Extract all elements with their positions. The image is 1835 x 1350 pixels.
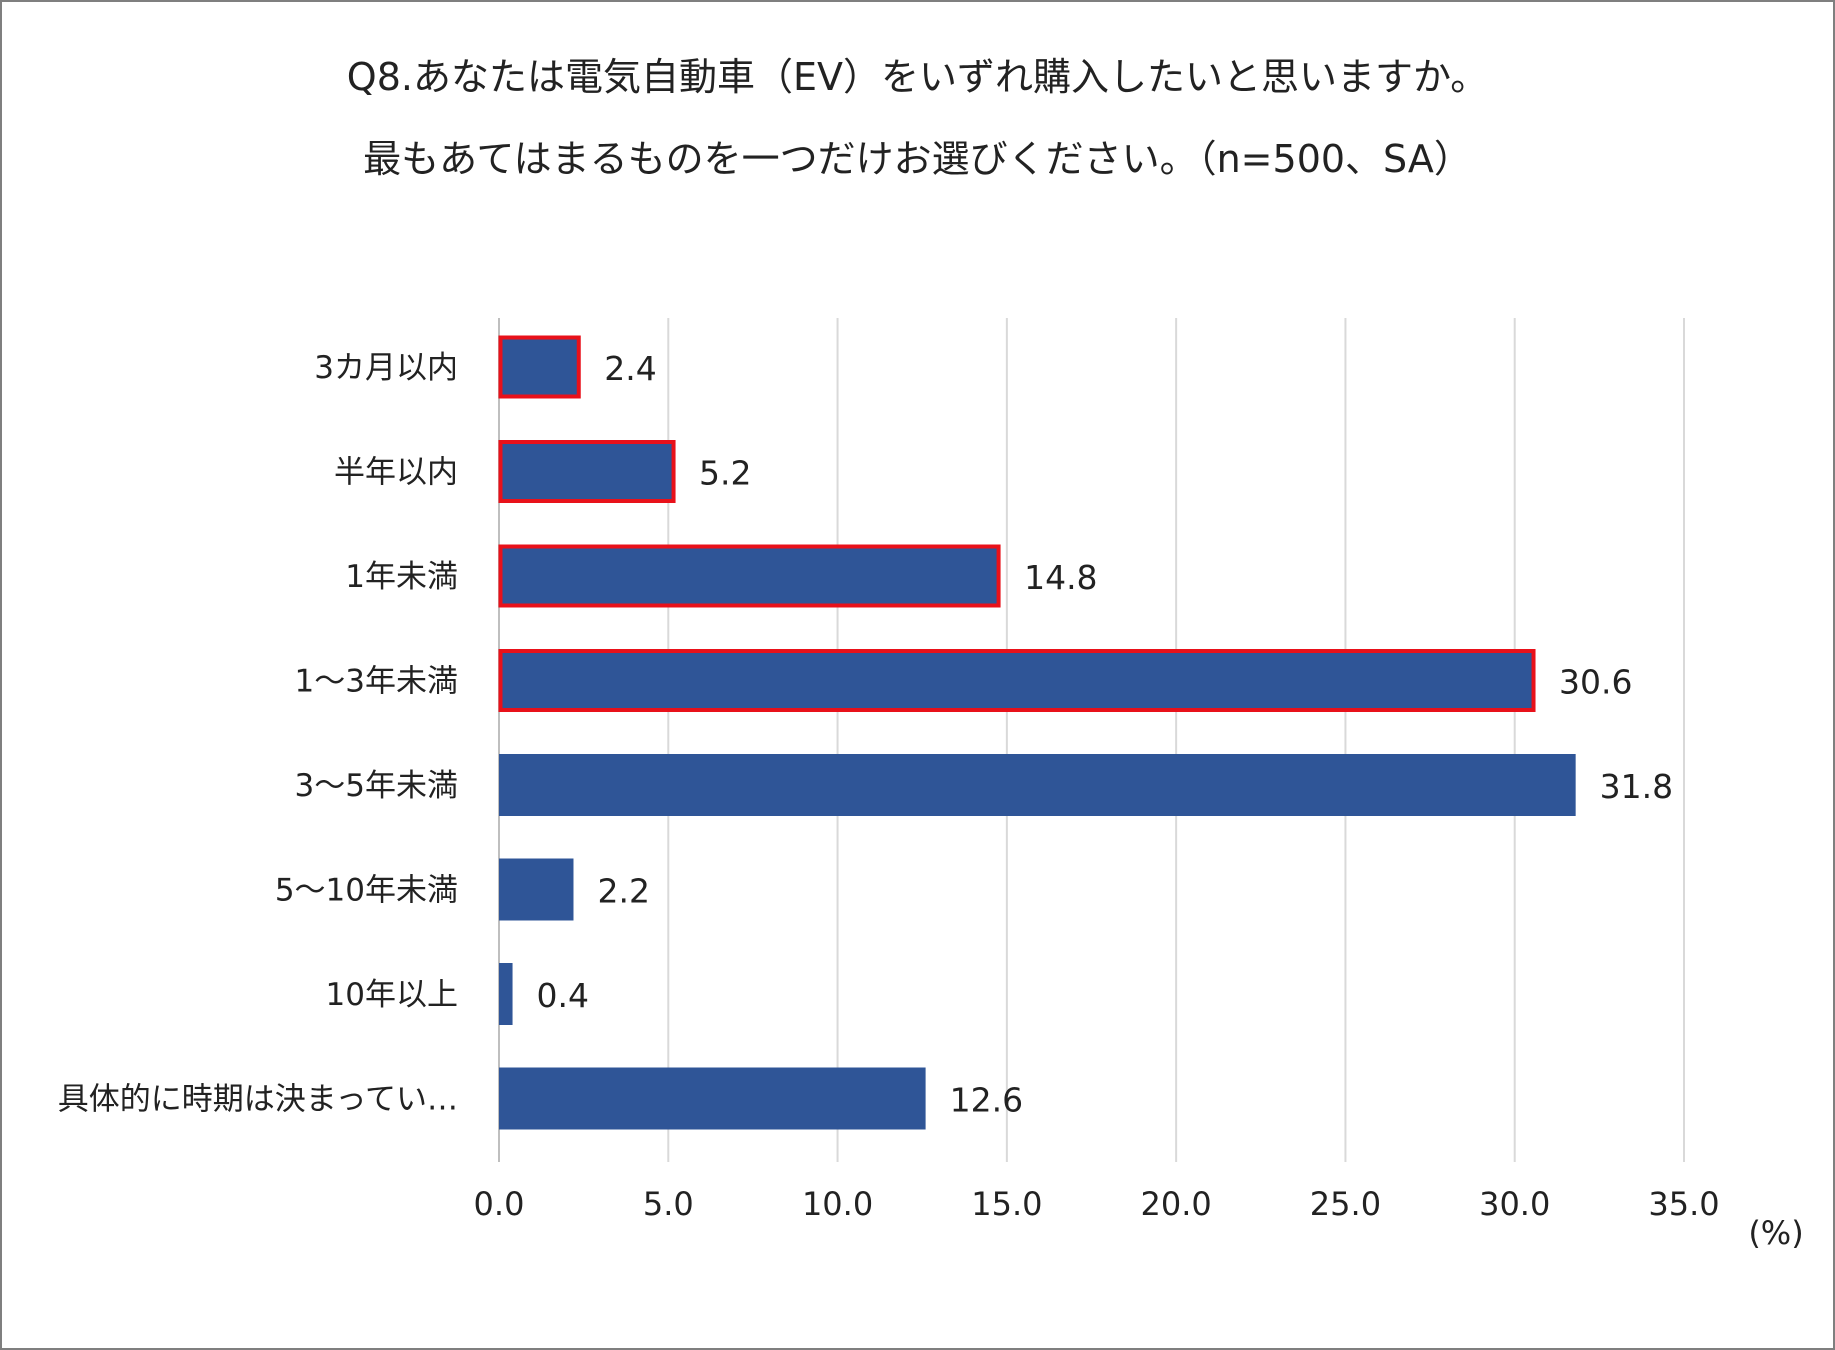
chart-subtitle: 最もあてはまるものを一つだけお選びください。（n=500、SA）: [363, 137, 1472, 181]
category-label: 3～5年未満: [295, 768, 458, 804]
data-label: 30.6: [1559, 663, 1632, 702]
bar: [499, 1067, 926, 1130]
x-tick-label: 25.0: [1310, 1185, 1381, 1223]
bar: [498, 440, 676, 503]
x-tick-label: 15.0: [971, 1185, 1042, 1223]
x-tick-label: 10.0: [802, 1185, 873, 1223]
x-tick-label: 0.0: [474, 1185, 525, 1223]
bar: [498, 544, 1001, 608]
category-label: 3カ月以内: [314, 350, 458, 386]
data-label: 12.6: [950, 1081, 1023, 1120]
bar: [498, 335, 581, 399]
bar: [499, 963, 513, 1025]
x-tick-label: 30.0: [1479, 1185, 1550, 1223]
x-tick-label: 35.0: [1648, 1185, 1719, 1223]
x-unit-label: (%): [1748, 1214, 1803, 1252]
category-label: 具体的に時期は決まってい…: [58, 1082, 458, 1118]
data-label: 5.2: [699, 454, 751, 493]
data-label: 31.8: [1600, 767, 1673, 806]
category-label: 1年未満: [345, 559, 458, 595]
chart-title: Q8.あなたは電気自動車（EV）をいずれ購入したいと思いますか。: [346, 55, 1489, 99]
data-label: 0.4: [537, 976, 589, 1015]
bar: [498, 649, 1536, 712]
category-label: 5～10年未満: [275, 873, 458, 909]
bar: [499, 858, 574, 921]
data-label: 2.2: [597, 872, 649, 911]
category-label: 半年以内: [334, 455, 458, 491]
category-label: 10年以上: [326, 977, 458, 1013]
data-label: 2.4: [604, 349, 656, 388]
bar: [499, 754, 1576, 816]
data-label: 14.8: [1024, 558, 1097, 597]
x-tick-label: 5.0: [643, 1185, 694, 1223]
x-tick-label: 20.0: [1141, 1185, 1212, 1223]
category-label: 1～3年未満: [295, 664, 458, 700]
